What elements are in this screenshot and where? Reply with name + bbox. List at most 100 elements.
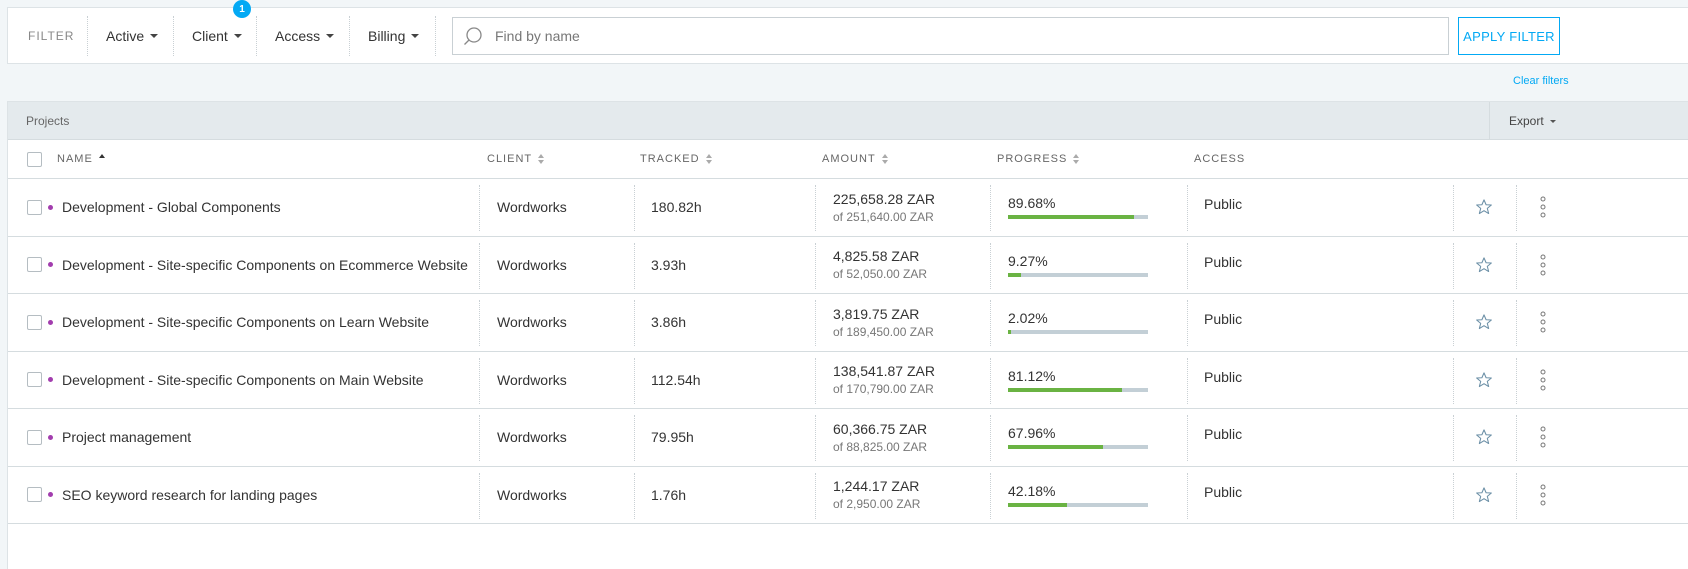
row-checkbox[interactable] <box>27 487 42 503</box>
favorite-cell <box>1475 352 1493 409</box>
clear-filters-link[interactable]: Clear filters <box>1513 75 1569 87</box>
more-vertical-icon[interactable] <box>1539 253 1547 277</box>
tracked-cell: 1.76h <box>651 467 686 524</box>
column-divider <box>1187 415 1188 461</box>
column-divider <box>1187 242 1188 289</box>
client-name: Wordworks <box>497 429 567 446</box>
project-name-cell[interactable]: Development - Site-specific Components o… <box>62 294 429 351</box>
row-checkbox-cell <box>27 294 42 351</box>
filter-active-label: Active <box>106 27 145 44</box>
filter-billing-dropdown[interactable]: Billing <box>349 15 436 56</box>
more-vertical-icon[interactable] <box>1539 368 1547 392</box>
apply-filter-button[interactable]: APPLY FILTER <box>1458 17 1560 55</box>
client-filter-count-badge: 1 <box>233 0 251 18</box>
progress-percent: 9.27% <box>1008 252 1048 269</box>
favorite-cell <box>1475 179 1493 236</box>
project-name[interactable]: Development - Global Components <box>62 199 281 216</box>
amount-value: 1,244.17 ZAR <box>833 478 920 495</box>
column-divider <box>1187 472 1188 519</box>
more-vertical-icon[interactable] <box>1539 195 1547 219</box>
filter-access-label: Access <box>275 27 321 44</box>
project-color-dot <box>48 377 53 383</box>
panel-title: Projects <box>26 113 70 128</box>
row-checkbox[interactable] <box>27 314 42 330</box>
column-divider <box>1453 415 1454 461</box>
search-icon <box>464 27 482 45</box>
column-header-progress[interactable]: PROGRESS <box>997 140 1081 178</box>
row-checkbox[interactable] <box>27 372 42 388</box>
column-header-tracked[interactable]: TRACKED <box>640 140 714 178</box>
progress-bar-fill <box>1008 445 1104 450</box>
export-dropdown[interactable]: Export <box>1489 102 1609 140</box>
project-dot-cell <box>48 352 53 409</box>
filter-active-dropdown[interactable]: Active <box>87 15 173 56</box>
favorite-cell <box>1475 409 1493 466</box>
project-name[interactable]: Development - Site-specific Components o… <box>62 314 430 331</box>
column-divider <box>1453 472 1454 519</box>
column-header-client[interactable]: CLIENT <box>487 140 546 178</box>
column-divider <box>479 300 480 346</box>
column-header-name[interactable]: NAME <box>57 140 107 178</box>
star-icon[interactable] <box>1475 486 1493 504</box>
project-name[interactable]: Development - Site-specific Components o… <box>62 256 468 273</box>
more-vertical-icon[interactable] <box>1539 483 1547 507</box>
project-name-cell[interactable]: Development - Site-specific Components o… <box>62 352 424 409</box>
more-vertical-icon[interactable] <box>1539 310 1547 334</box>
table-row: Development - Site-specific Components o… <box>8 237 1688 294</box>
project-name[interactable]: Development - Site-specific Components o… <box>62 371 424 388</box>
amount-cell: 3,819.75 ZAR of 189,450.00 ZAR <box>833 294 934 351</box>
column-divider <box>990 415 991 461</box>
project-name-cell[interactable]: SEO keyword research for landing pages <box>62 467 317 524</box>
filter-bar: FILTER Active Client Access Billing 1 AP… <box>7 0 1688 64</box>
star-icon[interactable] <box>1475 313 1493 331</box>
project-name-cell[interactable]: Development - Global Components <box>62 179 281 236</box>
more-vertical-icon[interactable] <box>1539 425 1547 449</box>
filter-client-dropdown[interactable]: Client <box>173 15 256 56</box>
progress-bar <box>1008 330 1148 335</box>
column-divider <box>634 242 635 289</box>
column-divider <box>479 472 480 519</box>
chevron-down-icon <box>150 33 159 38</box>
client-name: Wordworks <box>497 256 567 273</box>
client-name: Wordworks <box>497 371 567 388</box>
filter-billing-label: Billing <box>368 27 406 44</box>
select-all-checkbox[interactable] <box>27 151 42 167</box>
row-checkbox[interactable] <box>27 199 42 215</box>
project-name[interactable]: Project management <box>62 429 192 446</box>
column-header-amount[interactable]: AMOUNT <box>822 140 890 178</box>
star-icon[interactable] <box>1475 428 1493 446</box>
tracked-hours: 3.93h <box>651 256 687 273</box>
column-divider <box>479 357 480 404</box>
column-divider <box>990 300 991 346</box>
row-checkbox-cell <box>27 237 42 294</box>
column-divider <box>990 242 991 289</box>
column-divider <box>1187 357 1188 404</box>
progress-cell: 81.12% <box>1008 352 1148 409</box>
progress-percent: 42.18% <box>1008 482 1056 499</box>
tracked-cell: 3.86h <box>651 294 686 351</box>
star-icon[interactable] <box>1475 198 1493 216</box>
tracked-cell: 180.82h <box>651 179 702 236</box>
column-divider <box>815 185 816 231</box>
progress-cell: 42.18% <box>1008 467 1148 524</box>
favorite-cell <box>1475 237 1493 294</box>
amount-value: 4,825.58 ZAR <box>833 248 920 265</box>
access-cell: Public <box>1204 352 1242 409</box>
row-checkbox[interactable] <box>27 429 42 445</box>
row-checkbox[interactable] <box>27 257 42 273</box>
tracked-hours: 180.82h <box>651 199 702 216</box>
column-progress-label: PROGRESS <box>997 153 1068 165</box>
project-name-cell[interactable]: Project management <box>62 409 191 466</box>
progress-bar-fill <box>1008 215 1134 220</box>
star-icon[interactable] <box>1475 256 1493 274</box>
access-value: Public <box>1204 368 1243 385</box>
project-name-cell[interactable]: Development - Site-specific Components o… <box>62 237 468 294</box>
more-actions-cell <box>1539 409 1547 466</box>
project-name[interactable]: SEO keyword research for landing pages <box>62 486 318 503</box>
progress-percent: 2.02% <box>1008 310 1048 327</box>
search-input[interactable] <box>495 21 1448 51</box>
table-row: Development - Site-specific Components o… <box>8 352 1688 409</box>
star-icon[interactable] <box>1475 371 1493 389</box>
column-divider <box>815 357 816 404</box>
filter-access-dropdown[interactable]: Access <box>256 15 349 56</box>
